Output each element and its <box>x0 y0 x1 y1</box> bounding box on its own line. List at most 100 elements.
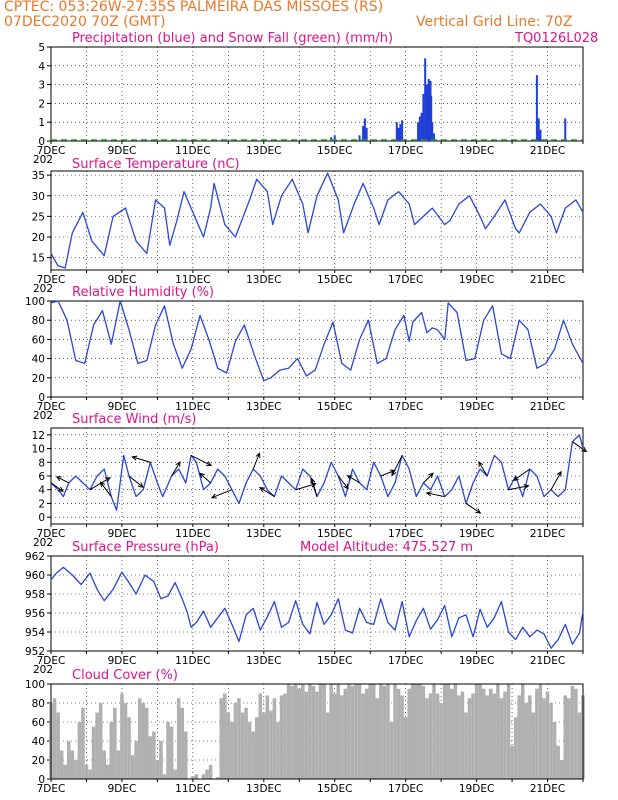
wind-arrow-head <box>425 491 432 497</box>
cloud-bar <box>340 695 344 779</box>
cloud-bar <box>435 693 440 779</box>
precip-bar <box>365 127 368 141</box>
cloud-bar <box>180 707 184 779</box>
wind-arrow-head <box>206 461 213 466</box>
cloud-bar <box>254 717 259 779</box>
cloud-bar <box>176 698 181 779</box>
rh-ytick-label: 0 <box>38 392 45 404</box>
wind-arrow-head <box>259 486 266 493</box>
cloud-bar <box>343 688 348 779</box>
wind-arrow <box>190 454 212 466</box>
cloud-bar <box>364 688 369 779</box>
cloud-bar <box>184 731 188 779</box>
precip-xtick-label: 19DEC <box>459 145 494 157</box>
temp-ytick-label: 30 <box>32 191 45 203</box>
cloud-bar <box>70 750 75 779</box>
cloud-bar <box>357 684 362 779</box>
cloud-bar <box>74 760 78 779</box>
wind-xtick-label: 21DEC <box>530 528 565 540</box>
rh-xtick-label: 11DEC <box>175 401 210 413</box>
cloud-bar <box>531 712 536 779</box>
cloud-bar <box>379 684 383 779</box>
precip-bar <box>330 137 333 141</box>
cloud-bar <box>464 712 468 779</box>
cloud-bar <box>371 684 376 779</box>
cloud-bar <box>304 691 309 779</box>
cloud-bar <box>152 731 156 779</box>
cloud-bar <box>389 722 394 779</box>
cloud-bar <box>59 750 64 779</box>
cloud-bar <box>481 688 486 779</box>
precip-bar <box>417 122 420 141</box>
cloud-ytick-label: 20 <box>32 755 45 767</box>
wind-arrow-head <box>346 475 353 481</box>
wind-arrow-head <box>198 472 205 479</box>
wind-arrow <box>56 476 69 484</box>
cloud-bar <box>432 684 436 779</box>
cloud-bar <box>471 693 475 779</box>
cloud-bar <box>407 688 411 779</box>
rh-frame <box>50 300 584 398</box>
pressure-ytick-label: 962 <box>25 551 45 563</box>
cloud-bar <box>205 769 209 779</box>
precip-bar <box>537 118 540 141</box>
cloud-bar <box>290 685 294 779</box>
cloud-bar <box>258 693 263 779</box>
cloud-bar <box>570 685 575 779</box>
rh-xtick-label: 19DEC <box>459 401 494 413</box>
cloud-bar <box>315 691 319 779</box>
cloud-bar <box>425 698 429 779</box>
pressure-xtick-label: 21DEC <box>530 655 565 667</box>
cloud-title: Cloud Cover (%) <box>72 668 178 683</box>
cloud-bar <box>549 703 553 779</box>
precip-bar <box>395 122 398 141</box>
cloud-bar <box>77 722 82 779</box>
cloud-bar <box>191 776 195 779</box>
precip-xtick-label: 15DEC <box>317 145 352 157</box>
wind-arrow-head <box>175 461 181 468</box>
cloud-bar <box>56 712 60 779</box>
temp-title: Surface Temperature (nC) <box>72 157 240 172</box>
precip-xtick-label: 13DEC <box>246 145 281 157</box>
precip-xtick-label: 9DEC <box>108 145 137 157</box>
cloud-bar <box>354 684 358 779</box>
wind-arrow <box>311 478 318 497</box>
wind-ytick-label: 0 <box>38 512 45 524</box>
precip-bar <box>399 124 402 141</box>
cloud-bar <box>265 695 270 779</box>
cloud-frame-top <box>50 683 584 780</box>
cloud-bar <box>517 695 521 779</box>
cloud-bar <box>467 698 472 779</box>
cloud-bar <box>137 698 142 779</box>
wind-arrow <box>465 503 481 514</box>
precip-bar <box>427 78 430 141</box>
cloud-bar <box>166 722 170 779</box>
temp-xtick-label: 19DEC <box>459 274 494 286</box>
temp-series-line <box>50 172 584 269</box>
cloud-bar <box>98 703 103 779</box>
precip-xtick-label: 11DEC <box>175 145 210 157</box>
cloud-bar <box>105 764 110 779</box>
wind-xtick-label: 15DEC <box>317 528 352 540</box>
cloud-bar <box>535 688 539 779</box>
temp-ytick-label: 20 <box>32 232 45 244</box>
wind-title: Surface Wind (m/s) <box>72 412 196 427</box>
cloud-bar <box>113 707 117 779</box>
precip-bar <box>424 58 427 141</box>
precip-panel: 0 1 2 3 4 5 7DEC 9DEC 11DEC 13DEC 15DEC 17DEC 19DEC 2… <box>33 31 584 166</box>
cloud-bar <box>410 684 415 779</box>
precip-ytick-label: 4 <box>38 61 45 73</box>
precip-year-stub: 202 <box>33 154 53 166</box>
wind-arrow-head <box>131 455 138 461</box>
wind-arrow <box>128 475 144 488</box>
cloud-bar <box>361 693 365 779</box>
wind-arrow-head <box>343 483 349 490</box>
wind-arrow-head <box>475 508 482 514</box>
cloud-bar <box>223 693 227 779</box>
header-grid-line: Vertical Grid Line: 70Z <box>416 14 572 30</box>
wind-arrow-head <box>310 482 317 488</box>
cloud-ytick-label: 40 <box>32 736 45 748</box>
wind-arrow-head <box>255 452 261 459</box>
rh-ytick-label: 60 <box>32 334 45 346</box>
wind-arrow <box>513 468 531 481</box>
